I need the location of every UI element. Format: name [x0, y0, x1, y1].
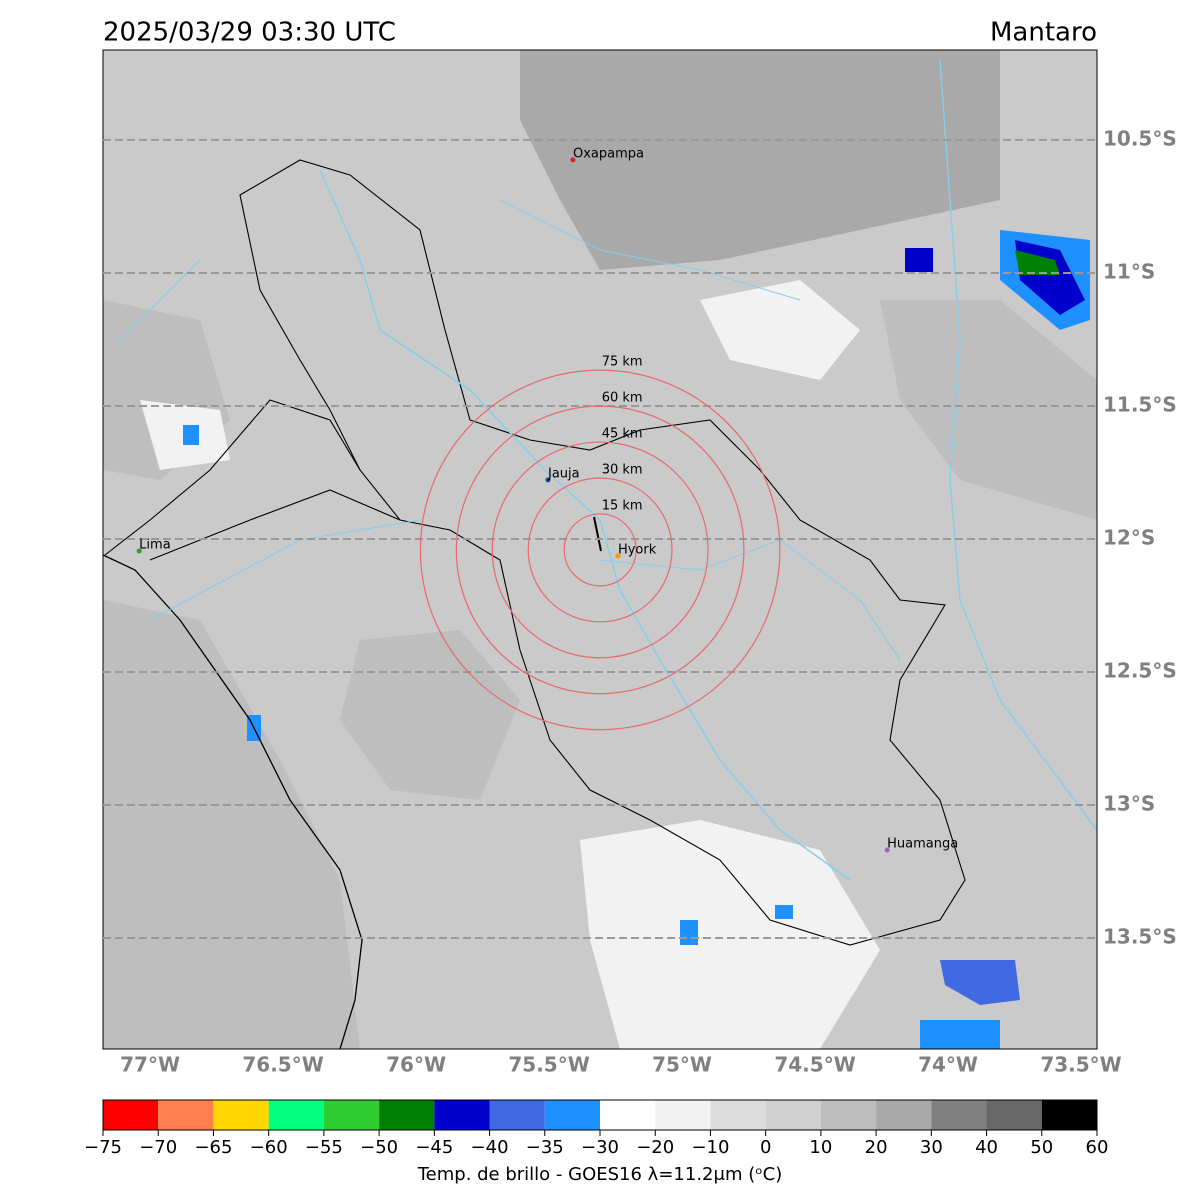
range-ring — [527, 477, 673, 623]
city-label: Lima — [139, 537, 170, 552]
colorbar-cell — [931, 1100, 987, 1130]
colorbar-cell — [158, 1100, 214, 1130]
city-label: Jauja — [547, 466, 580, 481]
colorbar-tick-label: 10 — [809, 1137, 832, 1158]
colorbar-tick-label: −55 — [305, 1137, 343, 1158]
colorbar-tick-label: −50 — [360, 1137, 398, 1158]
lat-label: 13°S — [1103, 792, 1155, 816]
ring-label: 75 km — [602, 355, 643, 370]
range-ring — [455, 405, 745, 695]
colorbar-cell — [820, 1100, 877, 1130]
lat-label: 10.5°S — [1103, 126, 1177, 150]
lon-label: 74°W — [918, 1053, 978, 1077]
colorbar-cell — [986, 1100, 1042, 1130]
lat-label: 12°S — [1103, 525, 1155, 549]
city-marker — [136, 548, 142, 554]
city-marker — [615, 553, 621, 559]
ring-label: 60 km — [602, 391, 643, 406]
colorbar-tick-label: 40 — [975, 1137, 998, 1158]
colorbar-tick-label: −65 — [194, 1137, 232, 1158]
lat-label: 11°S — [1103, 259, 1155, 283]
colorbar-cell — [600, 1100, 656, 1130]
colorbar-cell — [489, 1100, 545, 1130]
colorbar-tick-label: 30 — [920, 1137, 943, 1158]
range-ring — [491, 441, 709, 659]
colorbar-cell — [1041, 1100, 1097, 1130]
colorbar-tick-label: −70 — [139, 1137, 177, 1158]
colorbar-tick-label: −30 — [581, 1137, 619, 1158]
lon-label: 74.5°W — [774, 1053, 855, 1077]
ring-label: 15 km — [602, 498, 643, 513]
colorbar-label: Temp. de brillo - GOES16 λ=11.2μm (ᵒC) — [417, 1164, 783, 1185]
lon-label: 77°W — [120, 1053, 180, 1077]
lon-label: 76°W — [386, 1053, 446, 1077]
colorbar-tick-label: −45 — [415, 1137, 453, 1158]
city-marker — [884, 847, 890, 853]
ring-label: 45 km — [602, 427, 643, 442]
ring-label: 30 km — [602, 462, 643, 477]
lat-label: 13.5°S — [1103, 925, 1177, 949]
colorbar-tick-label: 20 — [865, 1137, 888, 1158]
satellite-image — [103, 50, 1097, 1049]
city-marker — [545, 477, 551, 483]
lon-label: 75°W — [652, 1053, 712, 1077]
colorbar-cell — [544, 1100, 600, 1130]
colorbar-tick-label: −10 — [691, 1137, 729, 1158]
colorbar-tick-label: 50 — [1030, 1137, 1053, 1158]
range-ring — [563, 513, 637, 587]
colorbar-tick-label: 0 — [760, 1137, 771, 1158]
lon-label: 73.5°W — [1040, 1053, 1121, 1077]
map-frame — [102, 49, 1098, 1050]
colorbar-frame — [102, 1099, 1098, 1131]
lat-label: 11.5°S — [1103, 392, 1177, 416]
lat-label: 12.5°S — [1103, 659, 1177, 683]
colorbar-cell — [765, 1100, 821, 1130]
city-label: Huamanga — [887, 836, 958, 851]
title: 2025/03/29 03:30 UTC — [103, 18, 396, 48]
lon-label: 76.5°W — [242, 1053, 323, 1077]
colorbar-cell — [876, 1100, 932, 1130]
colorbar-tick-label: −75 — [84, 1137, 122, 1158]
colorbar-cell — [434, 1100, 490, 1130]
range-ring — [419, 369, 781, 731]
colorbar-cell — [213, 1100, 269, 1130]
colorbar-cell — [268, 1100, 324, 1130]
region-title: Mantaro — [990, 18, 1097, 48]
city-label: Oxapampa — [573, 146, 644, 161]
city-marker — [570, 157, 576, 163]
colorbar-tick-label: −40 — [471, 1137, 509, 1158]
colorbar-tick-label: −60 — [250, 1137, 288, 1158]
colorbar-cell — [323, 1100, 380, 1130]
lon-label: 75.5°W — [508, 1053, 589, 1077]
colorbar-tick-label: 60 — [1086, 1137, 1109, 1158]
city-label: Hyork — [618, 543, 657, 558]
colorbar-cell — [379, 1100, 435, 1130]
colorbar-cell — [655, 1100, 711, 1130]
colorbar-tick-label: −20 — [636, 1137, 674, 1158]
colorbar-cell — [710, 1100, 766, 1130]
colorbar-cell — [103, 1100, 159, 1130]
colorbar-tick-label: −35 — [526, 1137, 564, 1158]
